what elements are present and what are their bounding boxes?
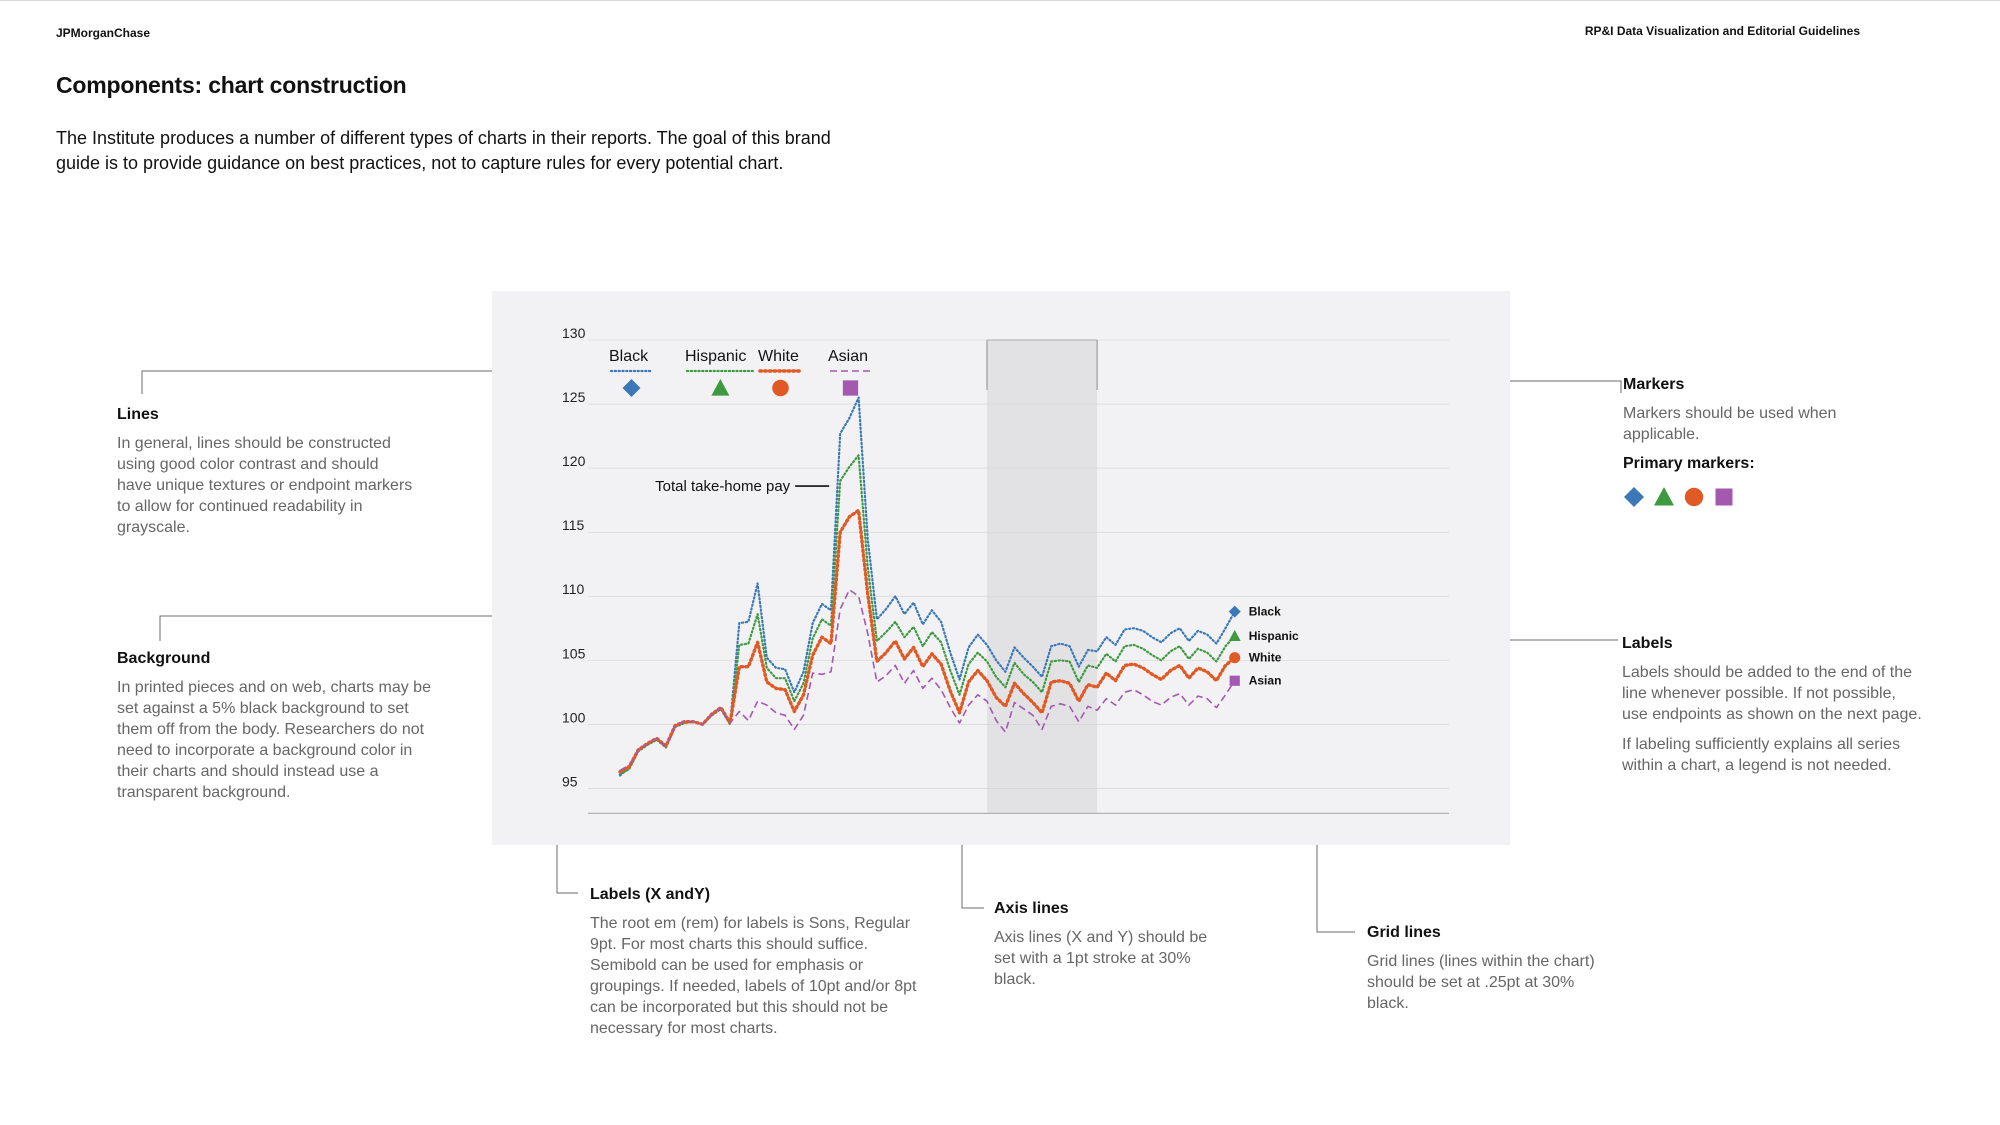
y-tick-label: 125	[562, 389, 586, 405]
primary-markers	[1624, 487, 1733, 507]
y-tick-label: 115	[562, 517, 585, 533]
legend-label-white: White	[758, 348, 799, 365]
primary-markers-row	[1623, 484, 1873, 510]
note-markers-body: Markers should be used when applicable.	[1623, 405, 1837, 443]
brand-logo: JPMorganChase	[56, 26, 151, 40]
note-axis-lines-body: Axis lines (X and Y) should be set with …	[994, 929, 1208, 988]
y-tick-label: 100	[562, 709, 586, 725]
page-title: Components: chart construction	[56, 72, 407, 98]
primary-marker-diamond	[1624, 487, 1644, 507]
y-tick-label: 130	[562, 325, 586, 341]
note-grid-lines-body: Grid lines (lines within the chart) shou…	[1367, 953, 1595, 1012]
end-label-hispanic: Hispanic	[1249, 629, 1299, 643]
note-labels-heading: Labels	[1622, 635, 1673, 652]
note-markers-heading: Markers	[1623, 376, 1685, 393]
top-rule	[0, 0, 2000, 1]
annotation-label: Total take-home pay	[655, 478, 791, 495]
note-lines-heading: Lines	[117, 406, 159, 423]
note-labels-body1: Labels should be added to the end of the…	[1622, 664, 1922, 723]
chart-panel: 130 125 120 115 110 105 100 95 Black Hispanic Whit…	[492, 291, 1510, 845]
y-tick-label: 120	[562, 453, 586, 469]
end-marker-hispanic	[1228, 629, 1241, 642]
y-tick-label: 95	[562, 773, 578, 789]
end-label-asian: Asian	[1249, 674, 1282, 688]
note-labels-xy: Labels (X andY) The root em (rem) for la…	[590, 884, 925, 1039]
note-lines-body: In general, lines should be constructed …	[117, 435, 413, 536]
y-tick-label: 105	[562, 645, 586, 661]
legend-marker-asian	[842, 380, 859, 396]
legend-label-black: Black	[609, 348, 649, 365]
end-label-black: Black	[1249, 605, 1281, 619]
end-marker-black	[1228, 605, 1241, 618]
note-grid-lines-heading: Grid lines	[1367, 924, 1441, 941]
note-labels-body2: If labeling sufficiently explains all se…	[1622, 736, 1901, 774]
note-grid-lines: Grid lines Grid lines (lines within the …	[1367, 922, 1602, 1014]
y-tick-label: 110	[562, 581, 585, 597]
primary-marker-triangle	[1654, 487, 1674, 506]
legend-label-asian: Asian	[828, 348, 868, 365]
legend-label-hispanic: Hispanic	[685, 348, 746, 365]
line-chart: 130 125 120 115 110 105 100 95 Black Hispanic Whit…	[492, 291, 1510, 845]
note-axis-lines-heading: Axis lines	[994, 900, 1069, 917]
note-markers: Markers Markers should be used when appl…	[1623, 374, 1873, 510]
note-background-heading: Background	[117, 650, 211, 667]
legend-marker-black	[622, 379, 641, 397]
primary-markers-label: Primary markers:	[1623, 455, 1755, 472]
shaded-period	[987, 340, 1098, 814]
note-labels: Labels Labels should be added to the end…	[1622, 633, 1922, 776]
primary-marker-circle	[1684, 487, 1704, 507]
note-background: Background In printed pieces and on web,…	[117, 648, 437, 803]
legend-marker-white	[772, 379, 789, 397]
note-lines: Lines In general, lines should be constr…	[117, 404, 417, 538]
series-line-white	[618, 508, 1237, 774]
note-labels-xy-body: The root em (rem) for labels is Sons, Re…	[590, 915, 917, 1037]
note-labels-xy-heading: Labels (X andY)	[590, 886, 711, 903]
guide-title: RP&I Data Visualization and Editorial Gu…	[1584, 24, 1860, 38]
end-label-white: White	[1249, 651, 1282, 665]
note-axis-lines: Axis lines Axis lines (X and Y) should b…	[994, 898, 1229, 990]
end-marker-white	[1229, 652, 1241, 664]
intro-paragraph: The Institute produces a number of diffe…	[56, 128, 831, 173]
end-marker-asian	[1229, 675, 1240, 686]
primary-marker-square	[1715, 488, 1733, 506]
note-background-body: In printed pieces and on web, charts may…	[117, 679, 431, 801]
legend-marker-hispanic	[711, 379, 730, 396]
